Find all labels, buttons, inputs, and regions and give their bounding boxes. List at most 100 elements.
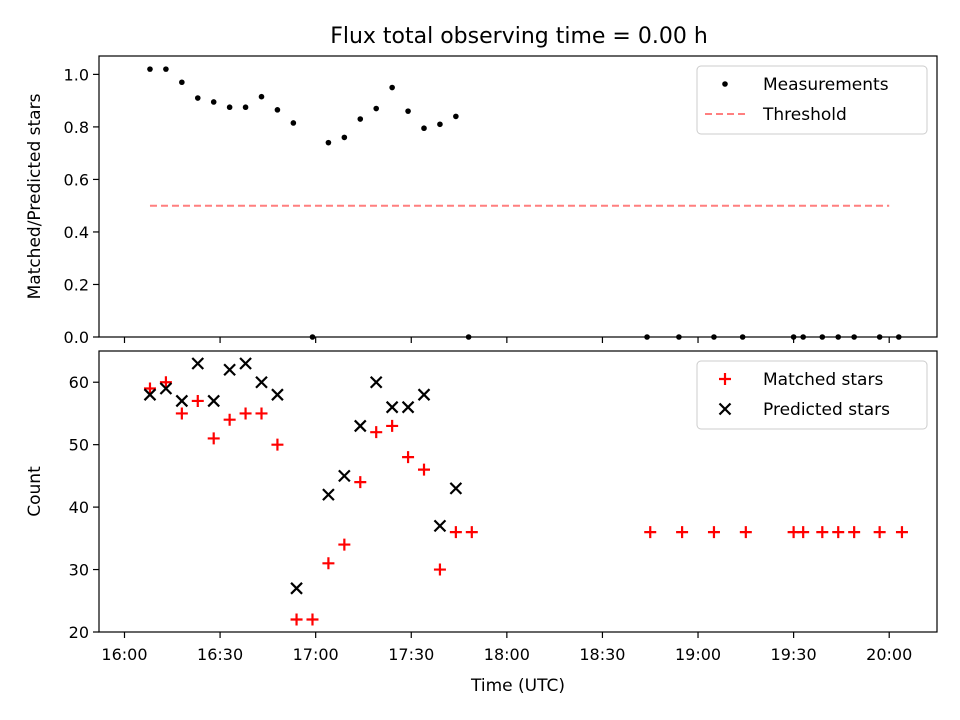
ratio-panel: Matched/Predicted stars 0.0 0.2 0.4 0.6 0.8 1.… [25,55,938,347]
measurement-point [389,84,395,91]
matched-point [370,426,383,439]
predicted-point [354,419,367,433]
measurement-point [421,125,427,132]
matched-point [322,557,335,570]
legend-dot-swatch [722,81,728,87]
measurement-point [274,107,281,113]
count-xtick-label: 20:00 [866,645,912,664]
count-xlabel: Time (UTC) [470,676,565,696]
matched-point [338,538,351,551]
matched-point [676,526,689,539]
predicted-point [223,363,236,377]
matched-point [386,419,399,432]
predicted-point [449,482,463,495]
matched-point [797,526,810,539]
predicted-point [322,488,335,501]
predicted-point [255,375,268,389]
ratio-ytick-label: 0.0 [64,328,89,347]
matched-point [354,476,367,489]
measurement-point [357,116,364,122]
predicted-point [385,400,399,414]
ratio-ytick-label: 0.4 [64,223,89,242]
matched-point [465,526,478,539]
matched-point [418,463,431,476]
count-ylabel: Count [25,466,45,517]
matched-point [271,438,284,451]
ratio-ylabel: Matched/Predicted stars [25,93,45,299]
figure-title: Flux total observing time = 0.00 h [330,24,708,49]
matched-point [644,526,657,539]
matched-point [739,526,752,539]
measurement-point [258,93,265,100]
predicted-point [191,357,205,370]
series-matched-stars [143,376,908,626]
matched-point [832,526,845,539]
predicted-point [271,388,284,401]
measurement-point [341,134,348,141]
matched-point [207,432,220,445]
measurement-point [453,113,459,120]
count-xtick-label: 16:00 [101,645,147,664]
matched-point [895,526,908,539]
legend-label: Measurements [763,75,889,95]
count-ytick-label: 20 [69,623,89,642]
measurement-point [210,99,217,105]
predicted-point [369,375,383,389]
predicted-point [159,382,173,395]
legend-label: Threshold [762,105,847,125]
count-ytick-label: 60 [69,373,89,392]
matched-point [816,526,829,539]
legend-plus-swatch [719,373,731,385]
matched-point [402,451,415,464]
matched-point [433,563,446,576]
count-xtick-label: 19:00 [675,645,721,664]
matched-point [175,407,188,420]
measurement-point [373,105,380,112]
matched-point [707,526,720,539]
predicted-point [401,400,415,414]
count-ytick-label: 50 [69,436,89,455]
measurement-point [147,66,153,72]
predicted-point [175,394,189,408]
matched-point [306,613,319,626]
count-panel: Count 20 30 40 50 60 16:00 16:30 17:00 17:30 18:00… [25,350,938,696]
series-predicted-stars [143,357,463,595]
matched-point [848,526,861,539]
matched-point [223,413,236,426]
predicted-point [207,394,220,408]
ratio-ytick-label: 0.8 [64,118,89,137]
ratio-legend: Measurements Threshold [696,65,928,135]
matched-point [159,376,172,389]
predicted-point [338,469,351,483]
measurement-point [242,104,249,111]
matched-point [239,407,252,420]
measurement-point [325,139,332,146]
matched-point [873,526,886,539]
predicted-point [417,388,431,401]
legend-label: Matched stars [763,370,883,390]
measurement-point [405,108,411,114]
ratio-ytick-label: 1.0 [64,65,89,84]
measurement-point [163,66,169,72]
legend-box [696,360,928,430]
matched-point [255,407,268,420]
matched-point [191,394,204,407]
measurement-point [226,104,233,111]
ratio-ytick-label: 0.2 [64,275,89,294]
legend-box [696,65,928,135]
legend-x-swatch [718,402,732,416]
ratio-axes-frame [98,55,938,338]
count-xtick-label: 17:30 [388,645,434,664]
predicted-point [433,519,447,533]
measurement-point [179,79,185,86]
count-ytick-label: 30 [69,561,89,580]
count-xtick-label: 18:30 [579,645,625,664]
count-legend: Matched stars Predicted stars [696,360,928,430]
measurement-point [290,120,297,126]
measurement-point [194,95,201,101]
predicted-point [143,388,157,401]
matched-point [449,526,462,539]
count-xtick-label: 17:00 [293,645,339,664]
count-xtick-label: 16:30 [197,645,243,664]
